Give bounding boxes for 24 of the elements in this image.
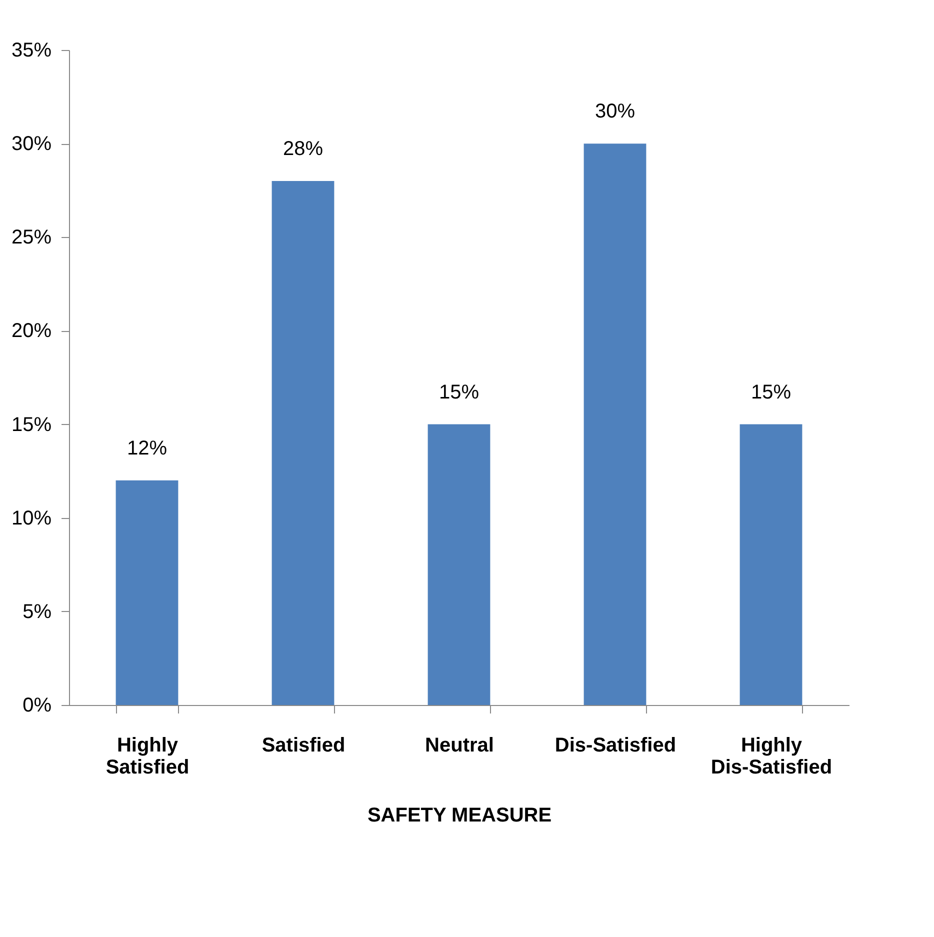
data-label: 28% bbox=[282, 138, 324, 160]
x-axis-title: SAFETY MEASURE bbox=[367, 804, 552, 826]
y-tick-label: 5% bbox=[22, 600, 52, 623]
bar bbox=[272, 181, 334, 705]
data-label: 15% bbox=[438, 381, 480, 404]
x-tick-label: Neutral bbox=[425, 734, 494, 756]
x-tick-label: Dis-Satisfied bbox=[554, 734, 676, 756]
y-tick-label: 35% bbox=[11, 40, 52, 62]
y-tick-label: 15% bbox=[11, 414, 52, 436]
y-tick-label: 0% bbox=[22, 694, 52, 716]
data-label: 15% bbox=[750, 381, 792, 404]
y-tick-label: 20% bbox=[11, 320, 52, 342]
y-tick-label: 10% bbox=[11, 507, 52, 530]
bar bbox=[740, 424, 802, 705]
bar bbox=[428, 424, 490, 705]
bar bbox=[584, 144, 646, 705]
data-label: 12% bbox=[126, 437, 168, 460]
x-tick-label: Highly Satisfied bbox=[106, 734, 190, 778]
x-tick-label: Highly Dis-Satisfied bbox=[710, 734, 832, 778]
y-tick-label: 30% bbox=[11, 133, 52, 156]
bar bbox=[116, 480, 178, 705]
data-label: 30% bbox=[594, 100, 636, 123]
y-tick-label: 25% bbox=[11, 226, 52, 249]
x-tick-label: Satisfied bbox=[262, 734, 346, 756]
